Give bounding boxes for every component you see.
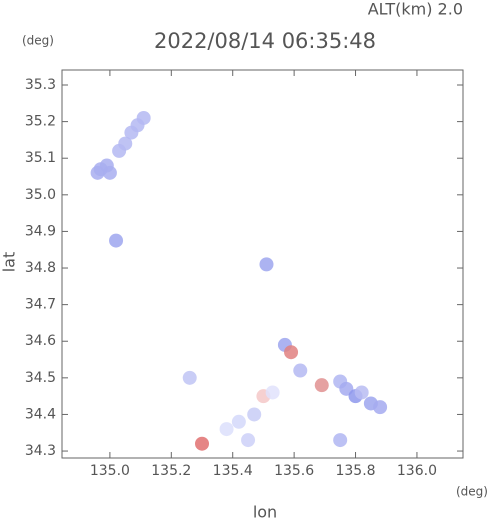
y-tick-label: 34.8 <box>25 260 56 276</box>
altitude: ALT(km) 2.0 <box>368 0 463 19</box>
echo-point <box>136 110 151 125</box>
plot-frame <box>61 69 464 459</box>
echo-point <box>241 433 256 448</box>
echo-point <box>182 370 197 385</box>
echo-point <box>373 400 388 415</box>
x-axis-label: lon <box>253 503 277 522</box>
y-tick-label: 35.2 <box>25 114 56 130</box>
echo-point <box>354 385 369 400</box>
echo-point <box>314 378 329 393</box>
y-tick-label: 35.0 <box>25 187 56 203</box>
echo-point <box>219 422 234 437</box>
y-tick-label: 34.9 <box>25 223 56 239</box>
echo-point <box>247 407 262 422</box>
y-tick-label: 34.5 <box>25 370 56 386</box>
y-tick-label: 34.7 <box>25 297 56 313</box>
echo-point <box>90 165 105 180</box>
echo-point <box>293 363 308 378</box>
x-tick-label: 135.6 <box>274 463 314 479</box>
echo-point <box>231 414 246 429</box>
x-unit: (deg) <box>456 485 488 499</box>
echo-point <box>265 385 280 400</box>
echo-point <box>109 233 124 248</box>
y-tick-label: 34.4 <box>25 406 56 422</box>
x-tick-label: 135.4 <box>213 463 253 479</box>
y-tick-label: 35.1 <box>25 150 56 166</box>
echo-point <box>118 136 133 151</box>
y-tick-label: 34.3 <box>25 443 56 459</box>
chart-title: 2022/08/14 06:35:48 <box>154 29 376 53</box>
y-axis-label: lat <box>0 252 19 273</box>
echo-point <box>259 257 274 272</box>
echo-point <box>102 165 117 180</box>
echo-point <box>284 345 299 360</box>
y-tick-label: 35.3 <box>25 77 56 93</box>
echo-point <box>195 436 210 451</box>
x-tick-label: 135.2 <box>151 463 191 479</box>
y-tick-label: 34.6 <box>25 333 56 349</box>
y-unit: (deg) <box>22 34 54 48</box>
x-tick-label: 135.8 <box>335 463 375 479</box>
x-tick-label: 135.0 <box>90 463 130 479</box>
x-tick-label: 136.0 <box>397 463 437 479</box>
echo-point <box>333 433 348 448</box>
